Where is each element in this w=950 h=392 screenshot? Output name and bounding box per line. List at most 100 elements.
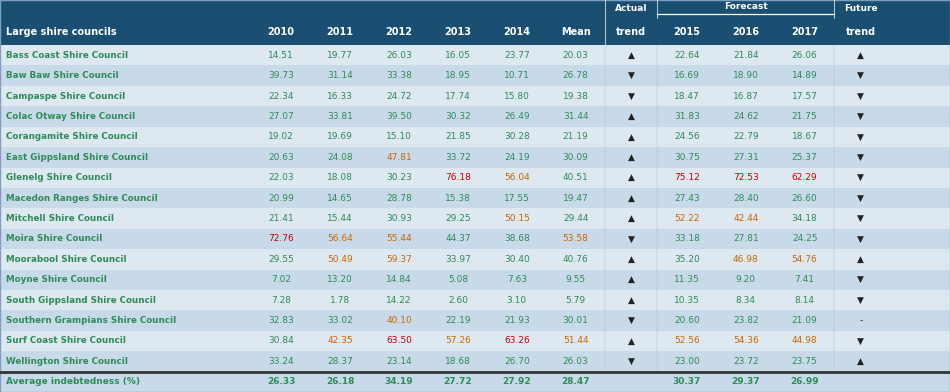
Text: 21.09: 21.09 — [791, 316, 818, 325]
Text: 2.60: 2.60 — [447, 296, 468, 305]
Text: ▲: ▲ — [628, 255, 635, 264]
Text: ▲: ▲ — [628, 214, 635, 223]
Text: 33.38: 33.38 — [386, 71, 412, 80]
Text: 72.76: 72.76 — [268, 234, 294, 243]
Text: ▲: ▲ — [628, 112, 635, 121]
Text: 56.64: 56.64 — [327, 234, 353, 243]
Text: 19.02: 19.02 — [268, 132, 294, 142]
Text: Glenelg Shire Council: Glenelg Shire Council — [6, 173, 112, 182]
Bar — [0, 106, 950, 127]
Bar — [0, 372, 950, 392]
Text: 28.78: 28.78 — [386, 194, 412, 203]
Text: 21.41: 21.41 — [269, 214, 294, 223]
Text: 33.72: 33.72 — [445, 153, 471, 162]
Text: 19.77: 19.77 — [327, 51, 353, 60]
Text: 8.14: 8.14 — [794, 296, 815, 305]
Text: 23.82: 23.82 — [733, 316, 758, 325]
Text: ▼: ▼ — [628, 92, 635, 101]
Text: 2010: 2010 — [268, 27, 294, 36]
Text: ▲: ▲ — [628, 153, 635, 162]
Text: Large shire councils: Large shire councils — [6, 27, 116, 36]
Text: 15.80: 15.80 — [504, 92, 530, 101]
Text: 23.72: 23.72 — [733, 357, 758, 366]
Text: 30.28: 30.28 — [504, 132, 530, 142]
Text: 54.36: 54.36 — [732, 336, 759, 345]
Text: Macedon Ranges Shire Council: Macedon Ranges Shire Council — [6, 194, 158, 203]
Text: 26.49: 26.49 — [504, 112, 529, 121]
Text: 44.98: 44.98 — [792, 336, 817, 345]
Text: ▲: ▲ — [857, 357, 864, 366]
Text: 59.37: 59.37 — [386, 255, 412, 264]
Text: -: - — [859, 316, 863, 325]
Text: 24.56: 24.56 — [674, 132, 699, 142]
Text: 30.23: 30.23 — [386, 173, 412, 182]
Text: 52.22: 52.22 — [674, 214, 699, 223]
Bar — [0, 167, 950, 188]
Text: 29.25: 29.25 — [446, 214, 470, 223]
Text: 42.44: 42.44 — [733, 214, 758, 223]
Bar — [0, 249, 950, 270]
Text: 18.68: 18.68 — [445, 357, 471, 366]
Text: ▲: ▲ — [628, 51, 635, 60]
Text: 40.51: 40.51 — [562, 173, 589, 182]
Text: ▼: ▼ — [857, 92, 864, 101]
Text: 11.35: 11.35 — [674, 275, 700, 284]
Bar — [0, 270, 950, 290]
Text: 76.18: 76.18 — [445, 173, 471, 182]
Text: South Gippsland Shire Council: South Gippsland Shire Council — [6, 296, 156, 305]
Text: 14.89: 14.89 — [791, 71, 818, 80]
Text: 19.38: 19.38 — [562, 92, 589, 101]
Bar — [0, 147, 950, 167]
Text: Actual: Actual — [615, 4, 648, 13]
Text: Average indebtedness (%): Average indebtedness (%) — [6, 377, 140, 386]
Text: 1.78: 1.78 — [330, 296, 351, 305]
Text: 33.81: 33.81 — [327, 112, 353, 121]
Text: 18.67: 18.67 — [791, 132, 818, 142]
Bar — [0, 0, 950, 18]
Text: 29.44: 29.44 — [563, 214, 588, 223]
Text: Moira Shire Council: Moira Shire Council — [6, 234, 102, 243]
Text: 10.71: 10.71 — [504, 71, 530, 80]
Text: Mean: Mean — [560, 27, 591, 36]
Text: 27.43: 27.43 — [674, 194, 699, 203]
Text: ▼: ▼ — [857, 214, 864, 223]
Text: 32.83: 32.83 — [268, 316, 294, 325]
Text: 25.37: 25.37 — [791, 153, 818, 162]
Text: 33.02: 33.02 — [327, 316, 353, 325]
Text: Forecast: Forecast — [724, 2, 768, 11]
Text: 3.10: 3.10 — [506, 296, 527, 305]
Bar — [0, 351, 950, 372]
Text: 24.62: 24.62 — [733, 112, 758, 121]
Text: 62.29: 62.29 — [792, 173, 817, 182]
Text: 24.08: 24.08 — [328, 153, 352, 162]
Text: 26.18: 26.18 — [326, 377, 354, 386]
Text: Moyne Shire Council: Moyne Shire Council — [6, 275, 106, 284]
Text: ▼: ▼ — [857, 336, 864, 345]
Bar — [0, 310, 950, 331]
Text: Mitchell Shire Council: Mitchell Shire Council — [6, 214, 114, 223]
Text: 16.33: 16.33 — [327, 92, 353, 101]
Text: 35.20: 35.20 — [674, 255, 700, 264]
Text: 14.65: 14.65 — [327, 194, 353, 203]
Text: 24.72: 24.72 — [387, 92, 411, 101]
Bar — [0, 331, 950, 351]
Text: 56.04: 56.04 — [504, 173, 530, 182]
Text: 26.70: 26.70 — [504, 357, 530, 366]
Text: 72.53: 72.53 — [732, 173, 759, 182]
Text: ▲: ▲ — [628, 275, 635, 284]
Text: 20.99: 20.99 — [268, 194, 294, 203]
Text: 24.19: 24.19 — [504, 153, 529, 162]
Text: ▼: ▼ — [857, 71, 864, 80]
Text: 30.09: 30.09 — [562, 153, 589, 162]
Text: 23.00: 23.00 — [674, 357, 700, 366]
Text: 18.95: 18.95 — [445, 71, 471, 80]
Text: 18.47: 18.47 — [674, 92, 700, 101]
Text: 27.72: 27.72 — [444, 377, 472, 386]
Text: 20.60: 20.60 — [674, 316, 700, 325]
Text: 16.87: 16.87 — [732, 92, 759, 101]
Text: 7.63: 7.63 — [506, 275, 527, 284]
Text: 51.44: 51.44 — [563, 336, 588, 345]
Text: 20.03: 20.03 — [562, 51, 589, 60]
Text: 27.81: 27.81 — [732, 234, 759, 243]
Text: 27.92: 27.92 — [503, 377, 531, 386]
